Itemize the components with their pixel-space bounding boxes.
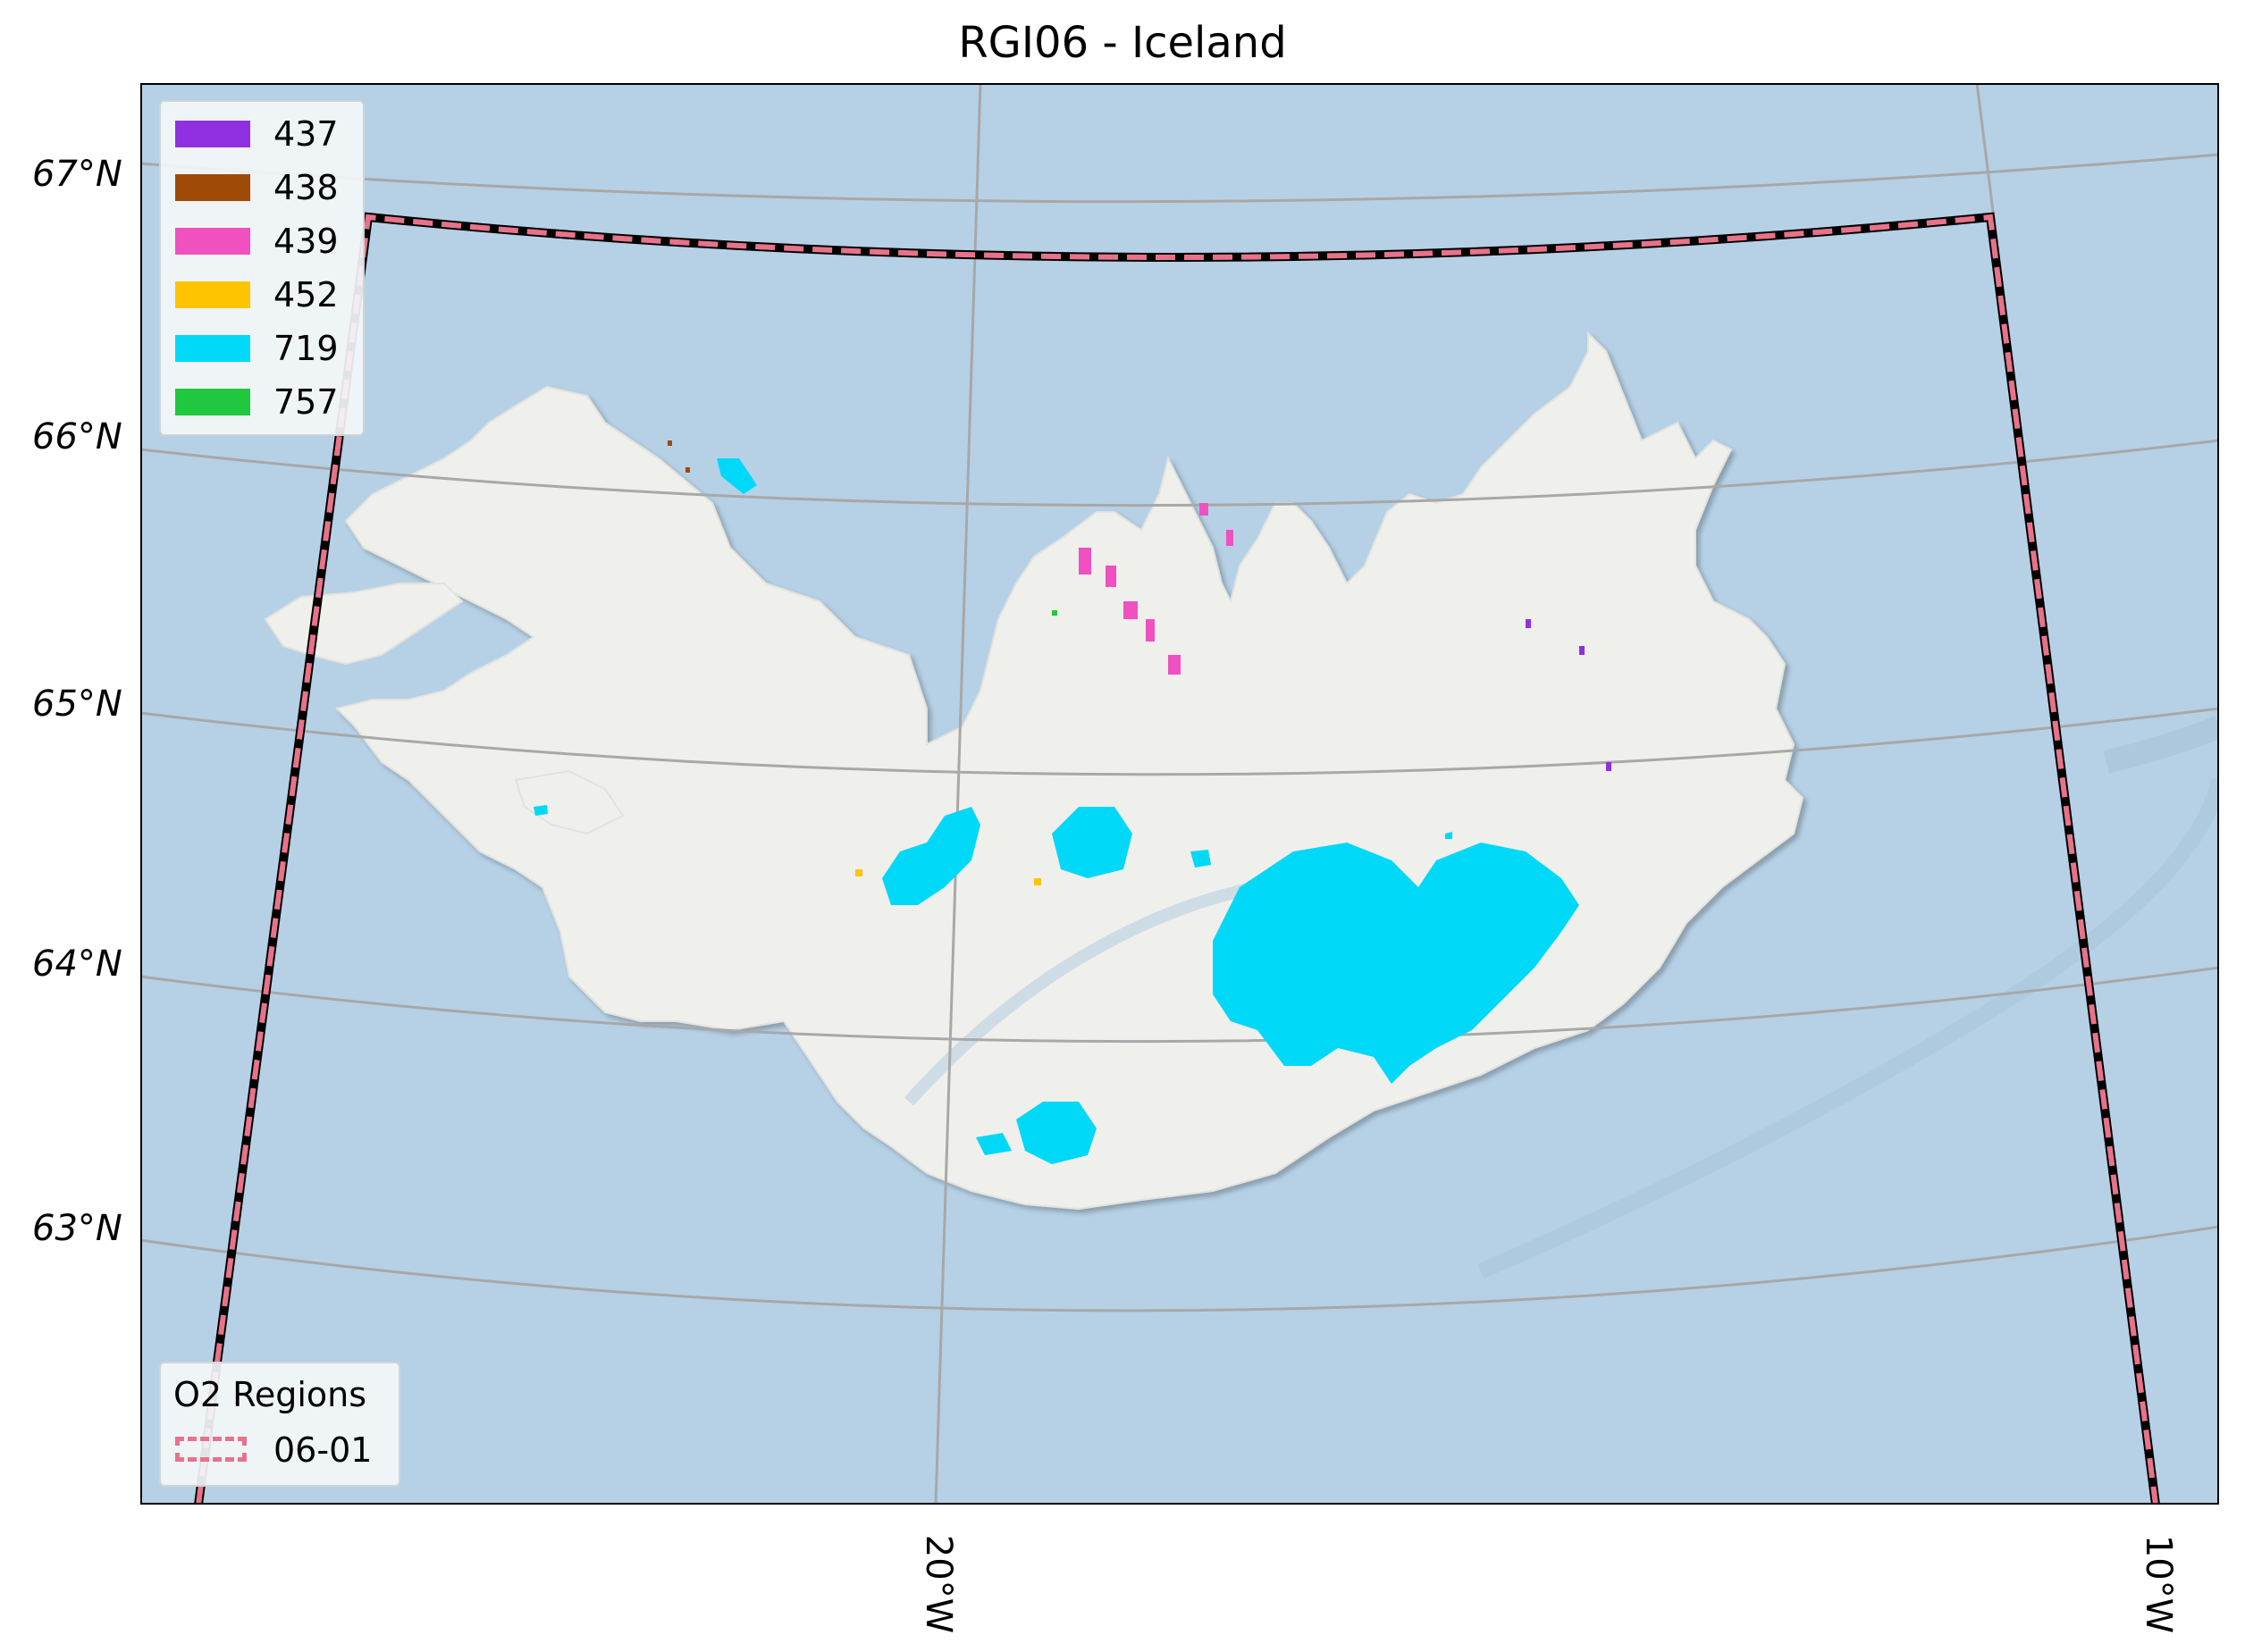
glaciers-437 — [1526, 619, 1611, 771]
snaefellsjokull-glacier — [534, 805, 548, 816]
glaciers-438 — [668, 440, 690, 473]
lon-label-20w: 20°W — [918, 1534, 960, 1634]
graticule-lat-67 — [140, 153, 2219, 204]
legend-swatch-757 — [175, 389, 250, 415]
o2-legend-title: O2 Regions — [173, 1375, 367, 1414]
small-glacier-a — [1445, 832, 1452, 839]
legend-swatch-438 — [175, 174, 250, 201]
o2-region-06-01-dashes — [196, 214, 2158, 1505]
glacier-437-a — [1526, 619, 1531, 628]
legend-swatch-439 — [175, 228, 250, 255]
glacier-452-a — [855, 869, 862, 876]
glacier-439-e — [1168, 655, 1181, 675]
lon-label-10w: 10°W — [2138, 1534, 2180, 1634]
ocean-ridge-2 — [2103, 716, 2219, 774]
legend-label-438: 438 — [273, 168, 339, 207]
langjokull-glacier — [882, 807, 980, 905]
glacier-437-c — [1606, 762, 1611, 771]
glaciers-719 — [534, 458, 1579, 1164]
glacier-439-a — [1079, 548, 1091, 574]
vatnajokull-glacier — [1213, 843, 1579, 1084]
ocean-ridge — [1477, 777, 2219, 1279]
graticule-lat-65 — [140, 707, 2219, 776]
drangajokull-glacier — [717, 458, 757, 494]
glacier-452-b — [1034, 878, 1041, 885]
hofsjokull-glacier — [1052, 807, 1132, 878]
glaciers-439 — [1079, 503, 1233, 675]
glacier-439-d — [1146, 619, 1155, 642]
myrdalsjokull-glacier — [1016, 1102, 1097, 1164]
legend-swatch-06-01 — [175, 1437, 247, 1462]
graticule-lat-64 — [140, 966, 2219, 1044]
lat-label-65: 65°N — [32, 683, 122, 725]
graticule-lat-66 — [140, 439, 2219, 507]
legend-swatch-719 — [175, 335, 250, 362]
legend-swatch-437 — [175, 121, 250, 147]
river-valley — [904, 881, 1259, 1106]
glacier-438-b — [685, 467, 690, 473]
lat-label-64: 64°N — [32, 943, 122, 985]
glaciers-757 — [1052, 610, 1057, 616]
glacier-439-b — [1106, 566, 1116, 587]
eyjafjallajokull-glacier — [976, 1133, 1012, 1155]
lat-label-67: 67°N — [32, 154, 122, 195]
legend-label-757: 757 — [273, 382, 339, 422]
legend-label-439: 439 — [273, 222, 339, 261]
tungnafellsjokull-glacier — [1190, 850, 1211, 868]
map-frame[interactable] — [140, 83, 2219, 1505]
map-border — [140, 83, 2219, 1505]
lat-label-66: 66°N — [32, 416, 122, 457]
glacier-439-g — [1226, 530, 1233, 546]
legend-swatch-452 — [175, 281, 250, 308]
snaefellsnes — [514, 769, 625, 835]
small-glacier-b — [1517, 851, 1526, 860]
legend-label-437: 437 — [273, 114, 339, 154]
glaciers-452 — [855, 869, 1041, 885]
glacier-439-c — [1123, 601, 1138, 619]
graticule-lat-63 — [140, 1225, 2219, 1312]
glacier-437-b — [1579, 646, 1585, 655]
lat-label-63: 63°N — [32, 1208, 122, 1249]
legend-label-452: 452 — [273, 275, 339, 314]
map-title: RGI06 - Iceland — [958, 18, 1287, 68]
glacier-legend: 437 438 439 452 719 757 — [159, 100, 365, 436]
glacier-438-a — [668, 440, 672, 446]
legend-label-06-01: 06-01 — [273, 1430, 373, 1470]
graticule-lon-20w — [934, 83, 982, 1505]
o2-regions-legend: O2 Regions 06-01 — [159, 1362, 400, 1487]
legend-label-719: 719 — [273, 329, 339, 368]
glacier-439-f — [1199, 503, 1208, 516]
glacier-757-a — [1052, 610, 1057, 616]
